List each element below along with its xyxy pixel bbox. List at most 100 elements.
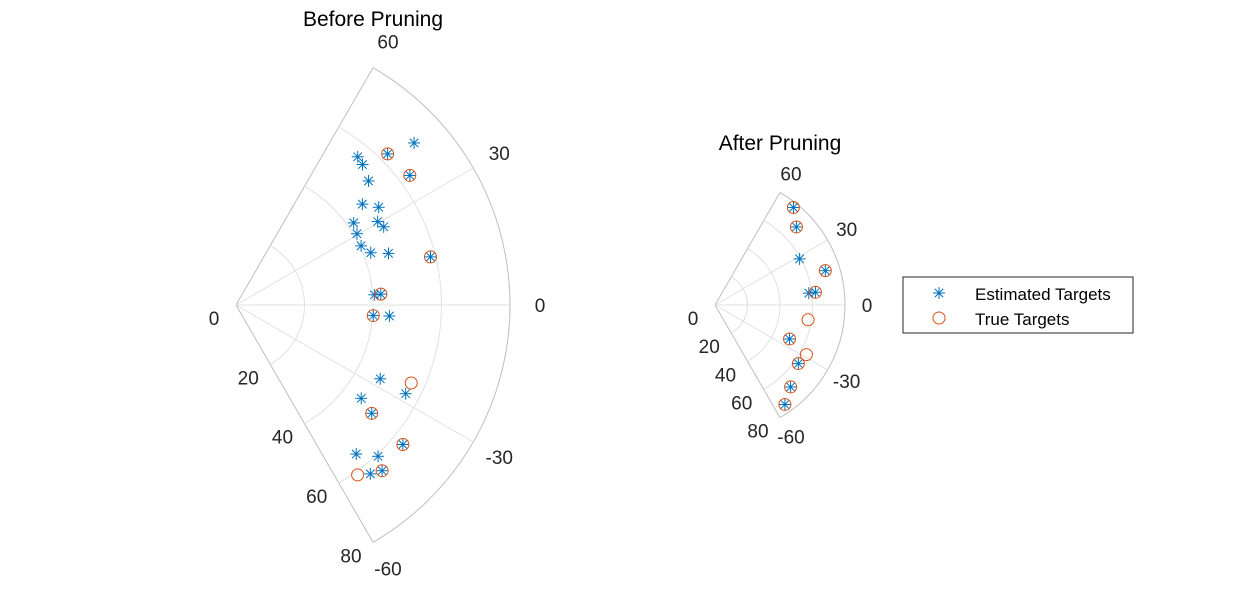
true-target-marker [374,287,388,301]
chart-title-before-pruning: Before Pruning [303,8,443,31]
r-grid-arc [338,126,442,484]
theta-tick-label: -30 [833,372,860,393]
estimated-target-marker [783,332,796,345]
estimated-target-marker [399,387,412,400]
legend-entry-estimated-targets: Estimated Targets [975,285,1111,304]
r-grid-arc [779,191,846,419]
true-target-marker [783,332,797,346]
true-target-marker [375,464,389,478]
estimated-target-marker [382,247,395,260]
estimated-target-marker [364,246,377,259]
estimated-target-marker [381,147,394,160]
theta-tick-label: 60 [377,33,398,54]
series-true-targets [351,147,437,482]
estimated-target-marker [790,220,803,233]
estimated-target-marker [356,198,369,211]
legend-circle-marker-icon [932,311,946,325]
chart-title-after-pruning: After Pruning [719,132,842,155]
estimated-target-marker [377,220,390,233]
legend-entry-true-targets: True Targets [975,310,1070,329]
true-target-marker [404,376,418,390]
estimated-target-marker [368,288,381,301]
legend-circle-marker [932,311,946,325]
r-grid-arc [372,67,511,543]
r-tick-label: 0 [688,309,699,330]
theta-tick-label: -60 [777,428,804,449]
estimated-target-marker [367,309,380,322]
series-estimated-targets [347,136,437,480]
true-target-marker [808,285,822,299]
estimated-target-marker [802,287,815,300]
r-grid-arc [304,185,374,425]
true-target-marker [396,438,410,452]
r-tick-label: 60 [731,393,752,414]
estimated-target-marker [424,250,437,263]
legend-asterisk-marker [933,287,945,299]
r-tick-label: 80 [340,546,361,567]
estimated-target-marker [356,158,369,171]
estimated-target-marker [408,136,421,149]
true-target-marker [791,357,805,371]
polar-grid [235,67,511,543]
estimated-target-marker [347,216,360,229]
estimated-target-marker [350,448,363,461]
series-estimated-targets [778,201,832,411]
estimated-target-marker [371,215,384,228]
r-tick-label: 20 [699,337,720,358]
estimated-target-marker [350,227,363,240]
true-target-marker [801,313,815,327]
r-tick-label: 60 [306,487,327,508]
estimated-target-marker [383,309,396,322]
estimated-target-marker [792,357,805,370]
true-target-marker [799,348,813,362]
estimated-target-marker [355,239,368,252]
estimated-target-marker [396,438,409,451]
estimated-target-marker [787,201,800,214]
polar-plot-before-pruning: 60 30 0 -30 -60 0 20 40 60 80 Before Pruning [209,8,546,580]
theta-tick-label: -30 [486,448,513,469]
true-target-marker [403,168,417,182]
true-target-marker [423,250,437,264]
theta-tick-label: 30 [836,220,857,241]
r-grid-arc [269,245,305,365]
true-target-marker [784,380,798,394]
true-target-marker [366,309,380,323]
r-grid-arc [730,276,748,334]
theta-tick-label: -60 [374,559,401,580]
theta-tick-label: 0 [862,296,873,317]
estimated-target-marker [376,464,389,477]
true-target-marker [381,147,395,161]
estimated-target-marker [819,264,832,277]
true-target-marker [818,264,832,278]
estimated-target-marker [365,407,378,420]
polar-grid [714,191,846,419]
legend: Estimated Targets True Targets [902,276,1134,334]
r-tick-label: 40 [272,428,293,449]
estimated-target-marker [778,398,791,411]
r-grid-arc [747,248,781,362]
r-tick-label: 0 [209,309,220,330]
true-target-marker [778,397,792,411]
estimated-target-marker [355,392,368,405]
r-tick-label: 20 [238,368,259,389]
r-tick-label: 40 [715,365,736,386]
estimated-target-marker [362,174,375,187]
series-true-targets [778,200,832,411]
estimated-target-marker [793,252,806,265]
true-target-marker [789,220,803,234]
estimated-target-marker [809,286,822,299]
r-grid-arc [763,220,813,390]
true-target-marker [351,468,365,482]
estimated-target-marker [374,372,387,385]
theta-tick-label: 0 [535,296,546,317]
true-target-marker [365,406,379,420]
theta-tick-label: 30 [489,144,510,165]
theta-tick-label: 60 [780,164,801,185]
estimated-target-marker [372,201,385,214]
r-tick-label: 80 [747,422,768,443]
estimated-target-marker [403,169,416,182]
estimated-target-marker [374,288,387,301]
estimated-target-marker [351,150,364,163]
estimated-target-marker [364,467,377,480]
